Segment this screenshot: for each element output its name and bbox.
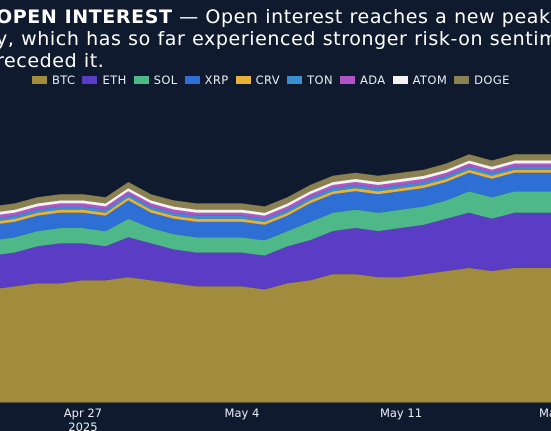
legend-label: TON bbox=[307, 73, 333, 87]
title-rest: — Open interest reaches a new peak o bbox=[172, 6, 551, 28]
x-tick-sublabel: 2025 bbox=[68, 420, 97, 431]
area-crv bbox=[0, 169, 551, 225]
legend-swatch bbox=[235, 76, 251, 84]
chart-title: OPEN INTEREST — Open interest reaches a … bbox=[0, 6, 551, 72]
legend-swatch bbox=[339, 76, 355, 84]
legend-swatch bbox=[32, 76, 47, 84]
legend-label: DOGE bbox=[474, 73, 510, 87]
legend-label: ADA bbox=[359, 73, 386, 87]
title-line-2: y, which has so far experienced stronger… bbox=[0, 28, 551, 50]
area-btc bbox=[0, 267, 551, 403]
x-tick-label: May 18 bbox=[539, 406, 551, 420]
legend-label: SOL bbox=[153, 73, 178, 87]
area-sol bbox=[0, 191, 551, 256]
area-xrp bbox=[0, 172, 551, 241]
legend-item-sol: SOL bbox=[133, 73, 178, 87]
legend-label: ATOM bbox=[412, 73, 448, 87]
title-bold: OPEN INTEREST bbox=[0, 6, 173, 28]
legend-swatch bbox=[184, 76, 200, 84]
x-tick-label: May 4 bbox=[225, 406, 260, 420]
legend-swatch bbox=[392, 76, 408, 84]
area-doge bbox=[0, 154, 551, 213]
legend-label: CRV bbox=[255, 73, 281, 87]
legend-swatch bbox=[133, 76, 149, 84]
area-ada bbox=[0, 163, 551, 219]
legend-item-ada: ADA bbox=[339, 73, 386, 87]
title-line-1: OPEN INTEREST — Open interest reaches a … bbox=[0, 6, 551, 28]
area-ton bbox=[0, 166, 551, 222]
legend-item-eth: ETH bbox=[82, 73, 126, 87]
legend-swatch bbox=[82, 76, 98, 84]
legend-swatch bbox=[287, 76, 303, 84]
legend-swatch bbox=[454, 76, 470, 84]
x-tick-label: May 11 bbox=[380, 406, 422, 420]
area-eth bbox=[0, 212, 551, 290]
legend-label: XRP bbox=[204, 73, 229, 87]
legend-label: ETH bbox=[102, 73, 127, 87]
legend-item-crv: CRV bbox=[235, 73, 281, 87]
legend-item-ton: TON bbox=[287, 73, 333, 87]
legend-item-btc: BTC bbox=[32, 73, 75, 87]
legend-item-doge: DOGE bbox=[454, 73, 510, 87]
legend-label: BTC bbox=[52, 73, 76, 87]
title-line-3: receded it. bbox=[0, 50, 105, 72]
x-tick-label: Apr 27 bbox=[64, 406, 102, 420]
chart-legend: BTC ETH SOL XRP CRV TON ADA ATOM DOGE bbox=[32, 73, 517, 87]
legend-item-atom: ATOM bbox=[392, 73, 448, 87]
legend-item-xrp: XRP bbox=[184, 73, 229, 87]
area-atom bbox=[0, 160, 551, 216]
